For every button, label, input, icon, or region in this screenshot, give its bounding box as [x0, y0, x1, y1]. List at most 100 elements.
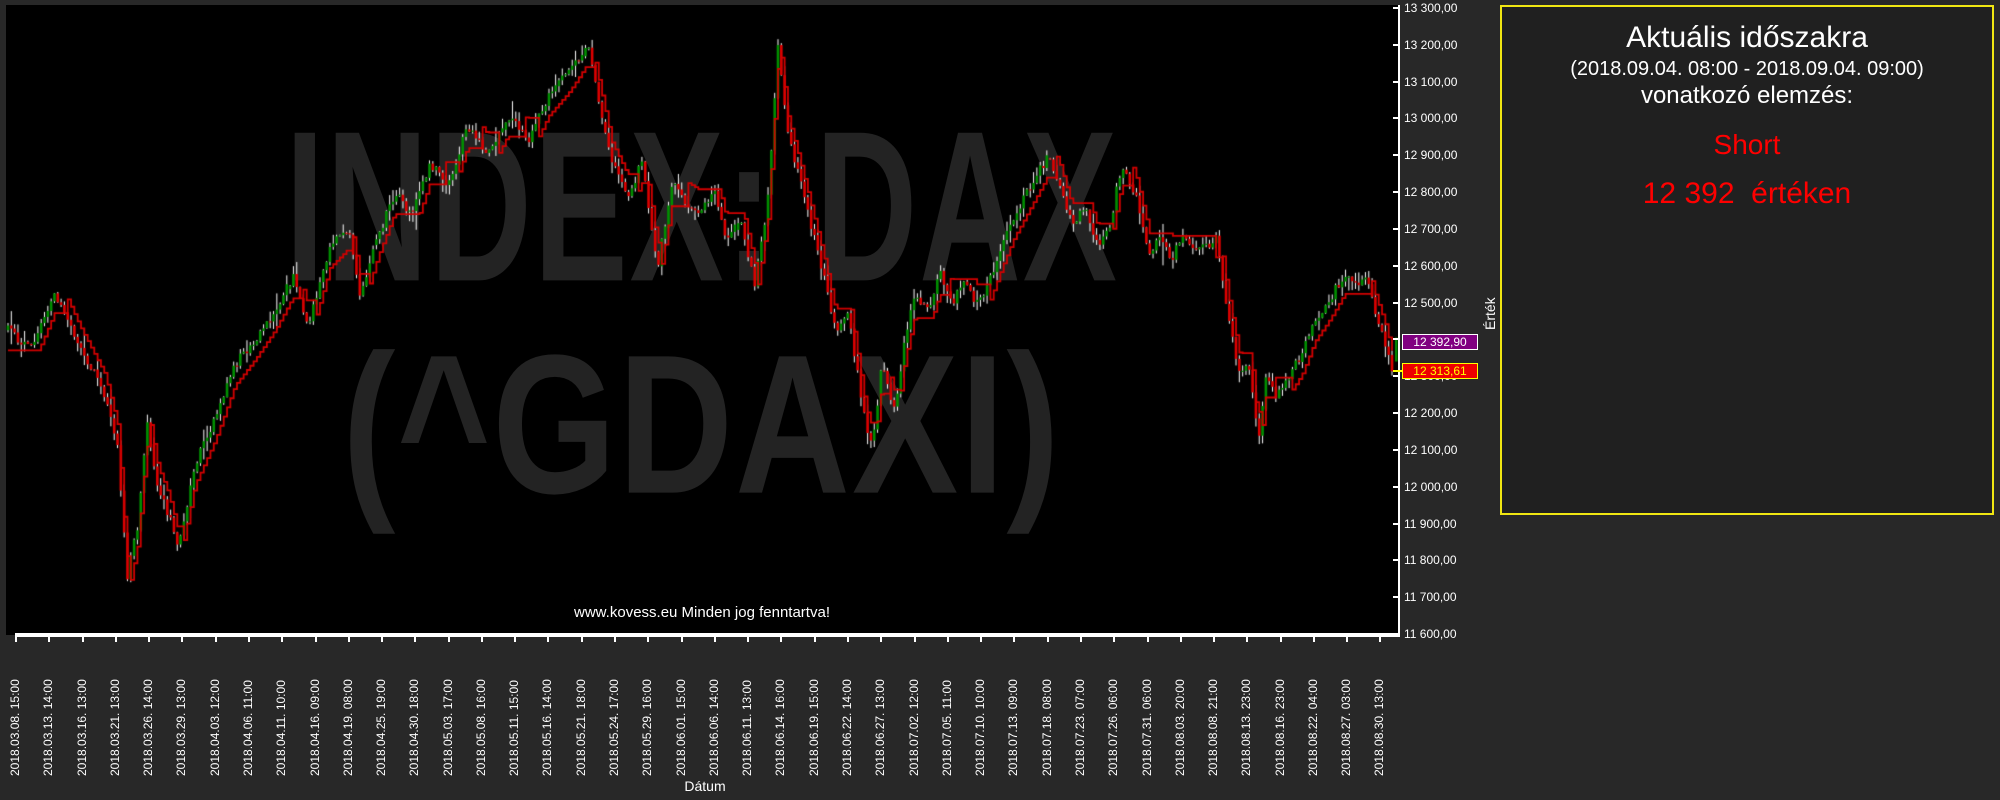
price-marker-last: 12 313,61	[1402, 363, 1478, 380]
y-tick-label: 12 600,00	[1404, 258, 1458, 273]
x-tick	[1312, 637, 1315, 642]
x-tick	[514, 637, 517, 642]
y-tick	[1393, 633, 1399, 635]
x-tick	[1246, 637, 1249, 642]
x-tick	[614, 637, 617, 642]
x-tick	[148, 637, 151, 642]
y-tick	[1393, 227, 1399, 230]
x-tick-label: 2018.04.03. 12:00	[207, 679, 222, 776]
analysis-panel: Aktuális időszakra (2018.09.04. 08:00 - …	[1500, 5, 1994, 515]
y-tick-label: 13 000,00	[1404, 111, 1458, 126]
x-tick	[347, 637, 350, 642]
x-tick	[1379, 637, 1382, 642]
x-tick	[713, 637, 716, 642]
y-tick-label: 11 800,00	[1404, 553, 1457, 568]
x-tick-label: 2018.08.16. 23:00	[1272, 679, 1287, 776]
x-tick	[1013, 637, 1016, 642]
x-tick-label: 2018.03.29. 13:00	[174, 679, 189, 776]
x-tick	[480, 637, 483, 642]
y-axis-title: Érték	[1482, 297, 1498, 330]
x-tick	[1113, 637, 1116, 642]
y-tick	[1393, 80, 1399, 83]
x-tick	[946, 637, 949, 642]
y-tick	[1393, 559, 1399, 562]
x-tick-label: 2018.04.30. 18:00	[407, 679, 422, 776]
y-tick-label: 13 100,00	[1404, 74, 1458, 89]
x-tick-label: 2018.06.14. 16:00	[773, 679, 788, 776]
y-tick-label: 11 900,00	[1404, 516, 1457, 531]
x-tick-label: 2018.04.11. 10:00	[274, 680, 289, 776]
x-tick-label: 2018.08.13. 23:00	[1239, 679, 1254, 776]
x-tick	[580, 637, 583, 642]
y-tick-label: 12 700,00	[1404, 221, 1458, 236]
panel-period: (2018.09.04. 08:00 - 2018.09.04. 09:00)	[1570, 58, 1924, 80]
x-tick-label: 2018.03.21. 13:00	[107, 679, 122, 776]
x-tick-label: 2018.08.30. 13:00	[1372, 679, 1387, 776]
y-tick-label: 11 600,00	[1404, 627, 1457, 641]
x-tick-label: 2018.05.29. 16:00	[640, 679, 655, 776]
x-tick	[114, 637, 117, 642]
candlestick-canvas	[6, 5, 1398, 635]
panel-title: Aktuális időszakra	[1626, 21, 1868, 54]
x-tick	[1046, 637, 1049, 642]
y-tick-label: 12 500,00	[1404, 295, 1458, 310]
x-tick-label: 2018.07.23. 07:00	[1072, 679, 1087, 776]
y-tick	[1393, 412, 1399, 415]
y-tick-label: 13 200,00	[1404, 37, 1458, 52]
y-tick-label: 12 100,00	[1404, 442, 1458, 457]
x-tick	[880, 637, 883, 642]
x-tick-label: 2018.04.19. 08:00	[340, 679, 355, 776]
x-tick-label: 2018.05.08. 16:00	[473, 679, 488, 776]
x-tick	[1146, 637, 1149, 642]
x-tick-label: 2018.03.08. 15:00	[8, 679, 22, 776]
y-tick	[1393, 154, 1399, 157]
y-tick	[1393, 338, 1399, 341]
x-tick	[1346, 637, 1349, 642]
x-tick-label: 2018.06.11. 13:00	[740, 680, 755, 776]
x-tick-label: 2018.04.16. 09:00	[307, 679, 322, 776]
y-tick-label: 13 300,00	[1404, 1, 1458, 15]
y-tick	[1393, 596, 1399, 599]
x-tick	[48, 637, 51, 642]
x-tick-label: 2018.08.27. 03:00	[1339, 679, 1354, 776]
x-tick	[214, 637, 217, 642]
x-tick	[181, 637, 184, 642]
y-tick	[1393, 301, 1399, 304]
x-tick-label: 2018.07.13. 09:00	[1006, 679, 1021, 776]
y-tick	[1393, 375, 1399, 378]
x-tick	[1179, 637, 1182, 642]
x-tick-label: 2018.06.01. 15:00	[673, 679, 688, 776]
x-tick-label: 2018.07.31. 06:00	[1139, 679, 1154, 776]
y-tick	[1393, 522, 1399, 525]
y-tick	[1393, 264, 1399, 267]
x-tick-label: 2018.08.08. 21:00	[1206, 679, 1221, 776]
y-tick	[1393, 191, 1399, 194]
x-tick-label: 2018.03.26. 14:00	[141, 679, 156, 776]
x-tick-label: 2018.05.24. 17:00	[607, 679, 622, 776]
x-tick	[281, 637, 284, 642]
marker-connector-line	[1393, 370, 1403, 373]
x-tick-label: 2018.07.26. 06:00	[1106, 679, 1121, 776]
x-tick	[913, 637, 916, 642]
x-tick	[314, 637, 317, 642]
x-tick-label: 2018.07.05. 11:00	[939, 680, 954, 776]
x-tick	[447, 637, 450, 642]
chart-plot: INDEX: DAX (^GDAXI) www.kovess.eu Minden…	[6, 5, 1398, 635]
x-tick-label: 2018.07.02. 12:00	[906, 679, 921, 776]
y-tick-label: 12 200,00	[1404, 406, 1458, 421]
x-tick	[81, 637, 84, 642]
x-tick-label: 2018.06.19. 15:00	[806, 679, 821, 776]
x-tick	[414, 637, 417, 642]
x-tick-label: 2018.07.18. 08:00	[1039, 679, 1054, 776]
price-marker-indicator: 12 392,90	[1402, 334, 1478, 351]
x-tick	[15, 637, 17, 642]
x-tick	[780, 637, 783, 642]
x-tick-label: 2018.05.03. 17:00	[440, 679, 455, 776]
x-tick	[1213, 637, 1216, 642]
y-axis-line	[1398, 5, 1400, 635]
x-tick-label: 2018.05.11. 15:00	[507, 680, 522, 776]
x-tick-label: 2018.06.27. 13:00	[873, 679, 888, 776]
x-tick-label: 2018.04.25. 19:00	[374, 679, 389, 776]
x-axis-line	[15, 633, 1400, 637]
